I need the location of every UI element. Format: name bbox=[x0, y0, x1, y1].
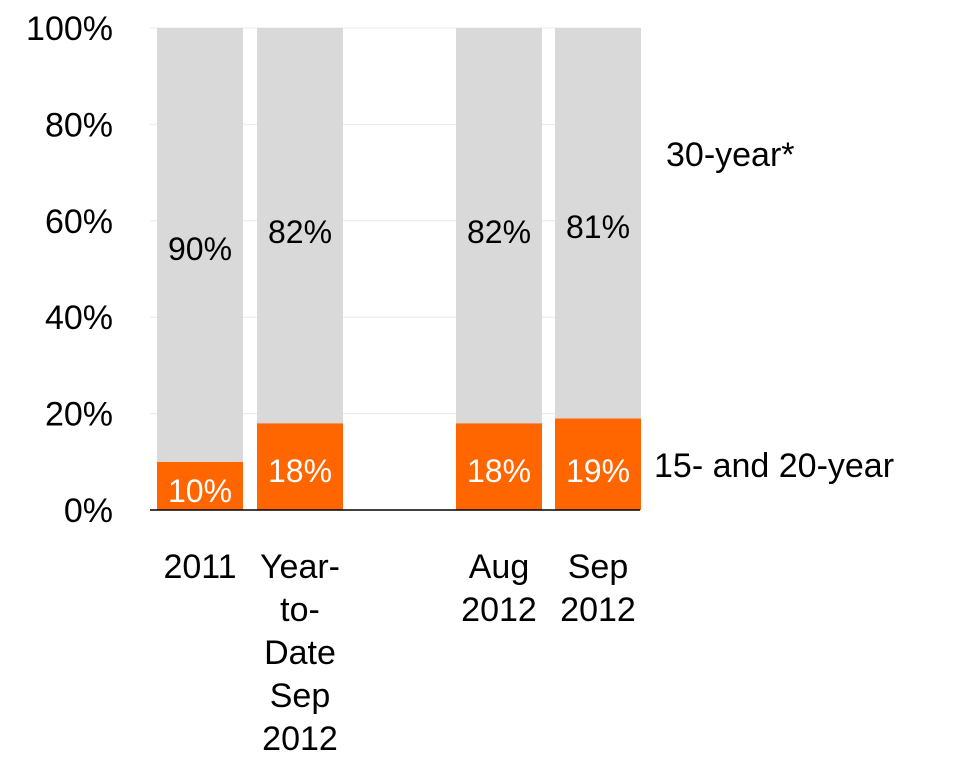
y-tick-label: 80% bbox=[45, 106, 113, 144]
bar-segment bbox=[555, 418, 641, 510]
series-label-30-year: 30-year* bbox=[666, 136, 795, 174]
bar-segment bbox=[456, 423, 542, 510]
data-label: 90% bbox=[168, 231, 232, 267]
bar-segment bbox=[157, 461, 243, 510]
bar-segment bbox=[555, 28, 641, 419]
x-tick-label: 2012 bbox=[262, 720, 338, 758]
data-label: 81% bbox=[566, 209, 630, 245]
x-tick-label: 2012 bbox=[461, 591, 537, 629]
y-tick-label: 20% bbox=[45, 396, 113, 434]
data-label: 82% bbox=[268, 214, 332, 250]
series-label-15-20-year: 15- and 20-year bbox=[654, 447, 894, 485]
y-tick-label: 60% bbox=[45, 203, 113, 241]
y-tick-label: 100% bbox=[26, 10, 113, 48]
x-tick-label: Sep bbox=[568, 548, 629, 586]
x-tick-label: Year- bbox=[260, 548, 340, 586]
data-label: 19% bbox=[566, 453, 630, 489]
bar-segment bbox=[157, 28, 243, 462]
bar-segment bbox=[456, 28, 542, 424]
x-tick-label: Date bbox=[264, 634, 336, 672]
bar-segment bbox=[257, 28, 343, 424]
y-tick-label: 40% bbox=[45, 299, 113, 337]
x-tick-label: to- bbox=[280, 591, 320, 629]
x-tick-label: Sep bbox=[270, 677, 331, 715]
x-tick-label: 2011 bbox=[163, 548, 236, 586]
bar-segment bbox=[257, 423, 343, 510]
y-tick-label: 0% bbox=[64, 492, 113, 530]
bars bbox=[157, 28, 641, 510]
data-label: 82% bbox=[467, 214, 531, 250]
data-label: 10% bbox=[168, 473, 232, 509]
x-tick-label: 2012 bbox=[560, 591, 636, 629]
data-label: 18% bbox=[467, 453, 531, 489]
data-label: 18% bbox=[268, 453, 332, 489]
labels: 0% 20% 40% 60% 80% 100% 10% 90% 18% 82% 18% 82% 19% 8… bbox=[26, 10, 894, 758]
x-tick-label: Aug bbox=[469, 548, 530, 586]
